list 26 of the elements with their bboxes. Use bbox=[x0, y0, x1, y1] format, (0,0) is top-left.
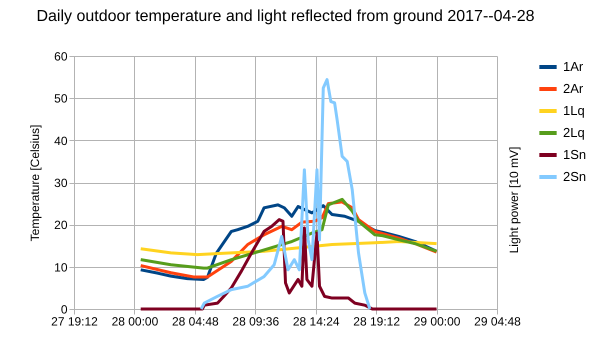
chart-title: Daily outdoor temperature and light reflected from ground 2017--04-28 bbox=[36, 8, 535, 25]
legend-label: 2Ar bbox=[563, 81, 584, 96]
legend-label: 2Sn bbox=[563, 169, 586, 184]
x-tick-label: 29 04:48 bbox=[474, 314, 522, 328]
y-tick-label: 50 bbox=[54, 92, 68, 106]
y-tick-label: 20 bbox=[54, 218, 68, 232]
y-axis-title: Temperature [Celsius] bbox=[28, 124, 42, 242]
legend-label: 1Lq bbox=[563, 103, 585, 118]
y2-axis-title: Light power [10 mV] bbox=[507, 146, 521, 254]
x-tick-label: 28 19:12 bbox=[353, 314, 400, 328]
y-tick-label: 30 bbox=[54, 176, 68, 190]
x-tick-label: 28 00:00 bbox=[112, 314, 159, 328]
line-series bbox=[200, 78, 372, 310]
legend-label: 2Lq bbox=[563, 125, 585, 140]
x-tick-label: 28 04:48 bbox=[172, 314, 220, 328]
y-tick-label: 0 bbox=[60, 302, 68, 316]
x-tick-label: 27 19:12 bbox=[51, 314, 98, 328]
legend-label: 1Sn bbox=[563, 147, 586, 162]
x-tick-label: 28 09:36 bbox=[232, 314, 280, 328]
x-tick-label: 29 00:00 bbox=[414, 314, 461, 328]
x-tick-label: 28 14:24 bbox=[292, 314, 340, 328]
line-series bbox=[139, 218, 438, 310]
legend-label: 1Ar bbox=[563, 59, 584, 74]
y-tick-label: 60 bbox=[54, 50, 68, 64]
y-tick-label: 10 bbox=[54, 260, 68, 274]
y-tick-label: 40 bbox=[54, 134, 68, 148]
